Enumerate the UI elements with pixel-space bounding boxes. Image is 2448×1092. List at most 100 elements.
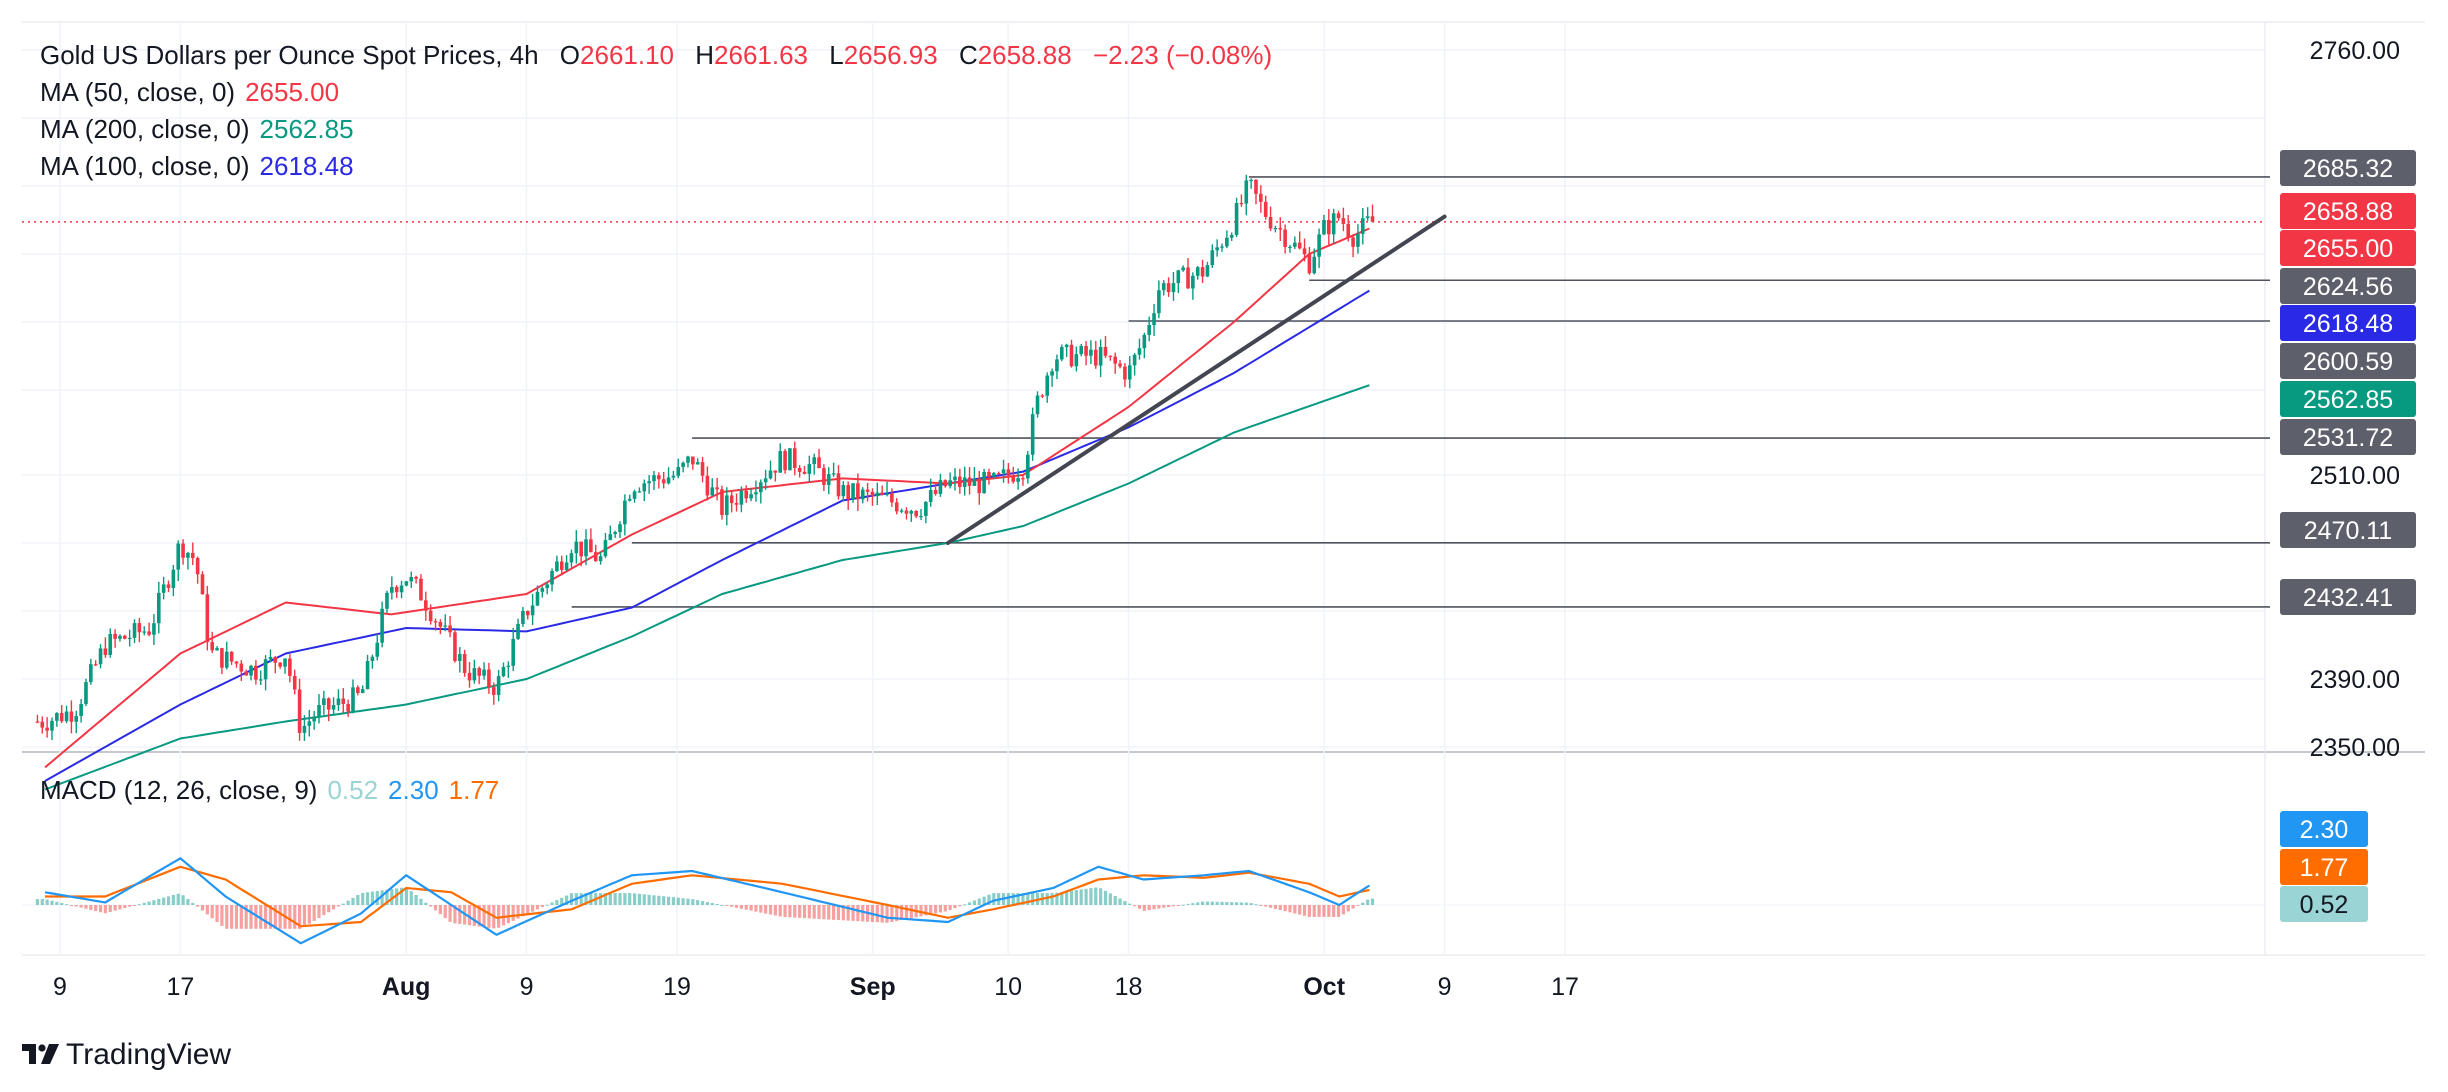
price-label-level[interactable]: 2432.41 [2280,579,2416,615]
price-label-text: 2658.88 [2303,198,2393,226]
candle-body [506,665,511,668]
macd-histogram-bar [1089,888,1093,905]
candle-body [744,490,749,499]
trendline[interactable] [945,214,1447,545]
macd-histogram-bar [273,905,277,929]
candle-body [297,689,302,733]
price-label-text: 2655.00 [2303,235,2393,263]
candle-body [312,716,316,722]
macd-histogram-bar [875,905,879,923]
candle-body [278,662,282,667]
ma200-legend[interactable]: MA (200, close, 0) 2562.85 [40,114,354,145]
price-label-last[interactable]: 2658.88 [2280,193,2416,229]
candle-body [307,721,312,726]
tradingview-logo-icon [22,1044,59,1064]
candle-body [351,687,355,712]
candle-body [390,587,394,593]
candle-body [424,600,428,611]
candle-body [263,659,268,680]
macd-histogram-bar [448,905,452,922]
ma200-label: MA (200, close, 0) [40,114,250,144]
candle-body [254,665,258,680]
candle-body [89,664,93,683]
macd-histogram-bar [74,905,78,907]
ma200-value: 2562.85 [259,114,354,144]
candle-body [618,524,622,533]
candle-body [152,623,156,635]
candle-body [1360,218,1365,234]
candle-body [1200,267,1205,277]
chart-grid [22,21,2425,956]
price-label-box [2280,305,2416,341]
price-label-level[interactable]: 2624.56 [2280,268,2416,304]
macd-histogram-bar [749,905,753,911]
macd-histogram-bar [1147,905,1151,911]
price-label-ma50[interactable]: 2655.00 [2280,230,2416,266]
price-label-text: 2685.32 [2303,155,2393,183]
candle-body [1273,227,1278,230]
candle-body [69,711,74,722]
macd-histogram-bar [1346,905,1350,912]
candle-body [210,642,214,651]
candle-body [1239,203,1244,205]
candle-body [962,477,967,487]
price-label-level[interactable]: 2531.72 [2280,419,2416,455]
macd-histogram-bar [773,905,777,916]
high-value: 2661.63 [714,40,809,70]
candle-body [249,665,253,676]
macd-histogram-bar [1370,898,1375,905]
macd-histogram-bar [293,905,297,929]
macd-histogram-bar [943,905,947,912]
candle-body [457,654,462,662]
tradingview-logo[interactable]: TradingView [22,1038,231,1072]
candle-body [428,610,433,622]
price-label-level[interactable]: 2470.11 [2280,512,2416,548]
macd-histogram-bar [205,905,209,915]
ma50-legend[interactable]: MA (50, close, 0) 2655.00 [40,77,339,108]
candle-body [657,475,661,480]
time-axis-tick: 17 [1551,973,1579,1001]
macd-histogram-bar [472,905,476,926]
candle-body [288,658,292,676]
macd-histogram-bar [443,905,447,919]
candle-body [322,698,326,705]
candle-body [1166,283,1171,293]
macd-histogram-bar [890,905,894,923]
uptrend-line[interactable] [945,214,1447,545]
price-label-ma200[interactable]: 2562.85 [2280,381,2416,417]
macd-histogram-bar [555,900,559,905]
macd-histogram-bar [734,905,739,908]
candle-body [224,651,229,668]
candle-body [375,642,380,657]
ma100-legend[interactable]: MA (100, close, 0) 2618.48 [40,151,354,182]
macd-histogram-bar [880,905,884,923]
macd-histogram-bar [681,898,685,905]
macd-histogram-bar [268,905,273,929]
candle-body [161,584,166,593]
macd-histogram-bar [322,905,326,916]
macd-histogram-bar [365,892,370,905]
candle-body [1288,246,1292,248]
price-label-level[interactable]: 2685.32 [2280,150,2416,186]
macd-histogram-bar [424,902,428,905]
price-candles [35,174,1375,741]
price-label-ma100[interactable]: 2618.48 [2280,305,2416,341]
candle-body [1157,290,1161,314]
macd-histogram-bar [69,905,74,906]
macd-histogram-bar [331,905,336,910]
price-label-level[interactable]: 2600.59 [2280,343,2416,379]
candle-body [720,489,724,516]
macd-histogram-bar [1099,888,1103,905]
change-value: −2.23 (−0.08%) [1092,40,1273,70]
macd-histogram-bar [225,905,229,929]
macd-histogram-bar [1196,902,1200,905]
macd-histogram-bar [123,905,127,909]
candle-body [773,470,778,473]
macd-histogram-bar [64,904,69,906]
macd-histogram-bar [1317,905,1321,917]
macd-histogram-bar [409,891,413,905]
macd-legend[interactable]: MACD (12, 26, close, 9) 0.52 2.30 1.77 [40,775,499,806]
macd-histogram-bar [531,905,535,912]
macd-histogram-bar [429,905,433,907]
